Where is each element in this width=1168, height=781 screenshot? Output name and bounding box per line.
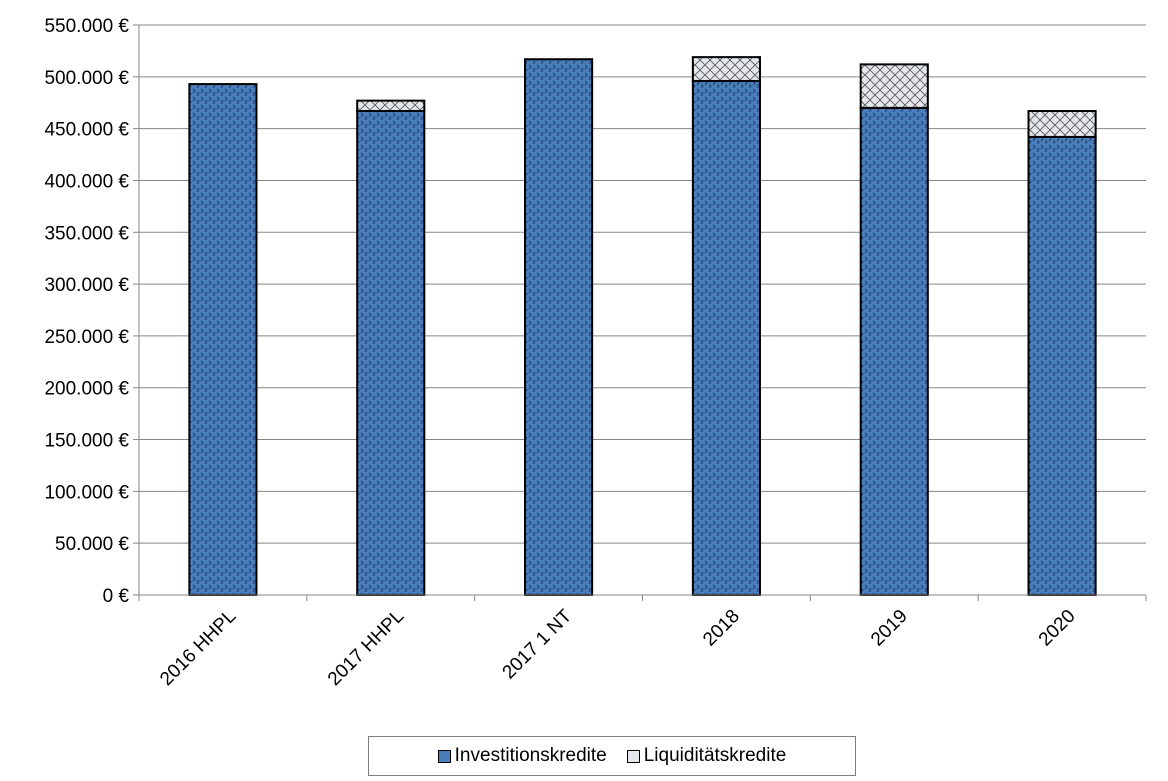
x-category-label: 2016 HHPL [156,606,240,690]
legend-label-investitionskredite: Investitionskredite [454,745,607,766]
legend-swatch-investitionskredite [437,749,451,763]
y-axis-tick-labels: 0 € 50.000 € 100.000 € 150.000 € 200.000 € 25… [44,16,129,607]
bar-investitionskredite [188,83,258,596]
bar-investitionskredite [1027,135,1097,596]
legend: Investitionskredite Liquiditätskredite [368,736,856,776]
legend-label-liquiditaetskredite: Liquiditätskredite [643,745,787,766]
y-tick-label: 500.000 € [44,68,129,89]
x-category-label: 2019 [867,606,912,651]
y-tick-label: 200.000 € [44,379,129,400]
axes [138,25,1147,601]
x-category-label: 2017 HHPL [324,606,408,690]
y-tick-label: 450.000 € [44,120,129,141]
y-tick-label: 550.000 € [44,16,129,37]
y-tick-label: 50.000 € [55,534,129,555]
legend-swatch-liquiditaetskredite [626,749,640,763]
y-tick-label: 100.000 € [44,482,129,503]
bar-liquiditaetskredite [859,63,929,109]
gridlines [133,24,1146,596]
bars [188,56,1097,597]
bar-liquiditaetskredite [356,99,426,113]
y-tick-label: 350.000 € [44,223,129,244]
stacked-bar-chart: 0 € 50.000 € 100.000 € 150.000 € 200.000 € 25… [44,16,1147,690]
bar-investitionskredite [356,110,426,596]
y-tick-label: 250.000 € [44,327,129,348]
bar-liquiditaetskredite [1027,110,1097,138]
y-tick-label: 300.000 € [44,275,129,296]
x-axis-category-labels: 2016 HHPL 2017 HHPL 2017 1 NT 2018 2019 2020 [156,605,1079,690]
legend-item-investitionskredite: Investitionskredite [437,745,607,767]
x-category-label: 2018 [699,606,744,651]
bar-liquiditaetskredite [691,56,761,82]
y-tick-label: 400.000 € [44,171,129,192]
legend-item-liquiditaetskredite: Liquiditätskredite [626,745,787,767]
bar-investitionskredite [524,58,594,596]
bar-investitionskredite [859,106,929,596]
bar-investitionskredite [691,79,761,597]
x-category-label: 2017 1 NT [499,605,577,683]
y-tick-label: 0 € [103,586,130,607]
x-category-label: 2020 [1035,606,1080,651]
y-tick-label: 150.000 € [44,431,129,452]
